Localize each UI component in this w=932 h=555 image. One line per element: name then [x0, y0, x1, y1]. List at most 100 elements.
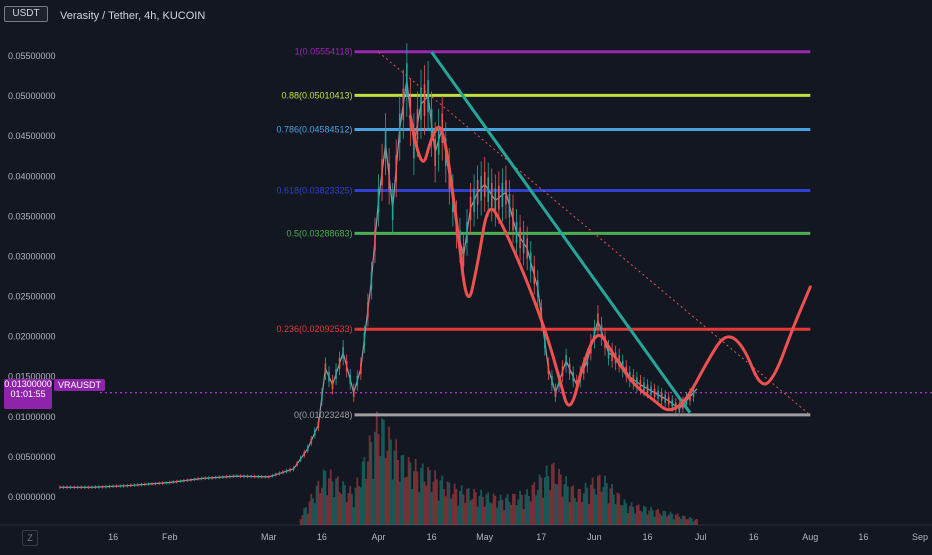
candle-body	[161, 482, 164, 484]
volume-bar	[522, 509, 525, 525]
volume-bar	[308, 501, 311, 525]
candle-body	[179, 480, 182, 482]
volume-bar	[335, 478, 337, 525]
candle-body	[175, 480, 178, 483]
candle-body	[214, 476, 217, 479]
candle-body	[80, 486, 83, 489]
volume-bar	[588, 504, 590, 525]
volume-bar	[400, 455, 403, 525]
volume-bar	[512, 493, 514, 525]
volume-bar	[520, 494, 523, 525]
volume-bar	[612, 494, 615, 525]
volume-bar	[524, 494, 527, 525]
candle-body	[91, 486, 93, 489]
volume-bar	[439, 480, 442, 525]
candle-body	[243, 475, 245, 478]
y-tick-label: 0.03500000	[8, 211, 56, 221]
projection-curve	[408, 114, 812, 412]
candle-body	[105, 485, 107, 488]
candle-body	[317, 421, 320, 428]
y-tick-label: 0.03000000	[8, 251, 56, 261]
volume-bar	[460, 485, 463, 525]
candle-body	[264, 476, 267, 478]
volume-bar	[528, 496, 530, 525]
candle-body	[409, 96, 412, 128]
candle-body	[204, 477, 206, 480]
candle-body	[168, 481, 171, 484]
volume-bar	[312, 498, 314, 525]
volume-bar	[660, 515, 663, 525]
candle-body	[377, 188, 380, 213]
volume-bar	[627, 512, 629, 525]
candle-body	[76, 486, 79, 489]
volume-bar	[551, 464, 553, 525]
y-tick-label: 0.04500000	[8, 131, 56, 141]
volume-bar	[556, 484, 559, 525]
volume-bar	[482, 496, 484, 525]
volume-bar	[485, 494, 488, 525]
candle-body	[98, 486, 100, 488]
volume-bar	[519, 490, 521, 525]
candle-body	[430, 109, 433, 140]
volume-bar	[538, 474, 541, 525]
candle-body	[501, 182, 504, 208]
candle-body	[536, 280, 539, 297]
volume-bar	[609, 488, 612, 525]
candle-body	[689, 392, 691, 401]
volume-bar	[598, 474, 601, 525]
candle-body	[533, 266, 536, 285]
candle-body	[551, 376, 553, 386]
candle-body	[646, 384, 649, 394]
candle-body	[268, 476, 270, 478]
volume-bar	[414, 459, 417, 525]
candle-body	[257, 475, 259, 478]
candle-body	[572, 371, 574, 382]
volume-bar	[416, 471, 419, 525]
candle-body	[338, 358, 341, 369]
volume-bar	[689, 517, 691, 525]
x-tick-label: 16	[427, 532, 437, 542]
candle-body	[285, 470, 288, 473]
volume-bar	[542, 497, 544, 525]
candle-body	[395, 155, 398, 182]
ticker-tag: VRAUSDT	[54, 379, 106, 391]
volume-bar	[361, 461, 364, 525]
volume-bar	[680, 518, 683, 525]
volume-bar	[628, 506, 631, 525]
volume-bar	[685, 519, 688, 525]
candle-body	[172, 481, 175, 483]
currency-badge[interactable]: USDT	[4, 6, 48, 22]
x-tick-label: Jul	[695, 532, 707, 542]
current-price-value: 0.01300000	[4, 379, 52, 389]
volume-bar	[299, 519, 302, 525]
volume-bar	[676, 513, 679, 525]
volume-bar	[407, 457, 410, 525]
volume-bar	[338, 492, 341, 525]
candle-body	[561, 366, 564, 377]
candle-body	[568, 363, 571, 374]
volume-bar	[381, 418, 383, 525]
candle-body	[119, 485, 121, 487]
volume-bar	[390, 439, 392, 525]
volume-bar	[455, 488, 458, 525]
volume-bar	[331, 481, 334, 525]
volume-bar	[451, 494, 454, 525]
volume-bar	[384, 458, 387, 525]
candle-body	[384, 130, 387, 159]
volume-bar	[428, 470, 431, 525]
volume-bar	[673, 519, 675, 525]
volume-bar	[570, 486, 573, 525]
candle-body	[363, 332, 366, 346]
timezone-icon[interactable]: Z	[22, 530, 38, 546]
volume-bar	[340, 493, 343, 525]
volume-bar	[397, 459, 399, 525]
candle-body	[186, 479, 189, 482]
volume-bar	[423, 481, 426, 525]
volume-bar	[363, 457, 366, 525]
volume-bar	[351, 493, 353, 525]
candle-body	[402, 88, 405, 120]
volume-bar	[336, 476, 339, 525]
candle-body	[434, 138, 436, 167]
volume-bar	[450, 498, 452, 525]
